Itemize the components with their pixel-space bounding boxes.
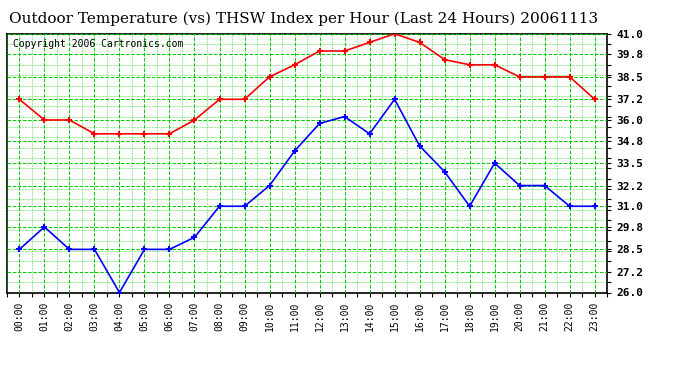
Text: Copyright 2006 Cartronics.com: Copyright 2006 Cartronics.com	[13, 39, 184, 49]
Text: Outdoor Temperature (vs) THSW Index per Hour (Last 24 Hours) 20061113: Outdoor Temperature (vs) THSW Index per …	[9, 11, 598, 26]
